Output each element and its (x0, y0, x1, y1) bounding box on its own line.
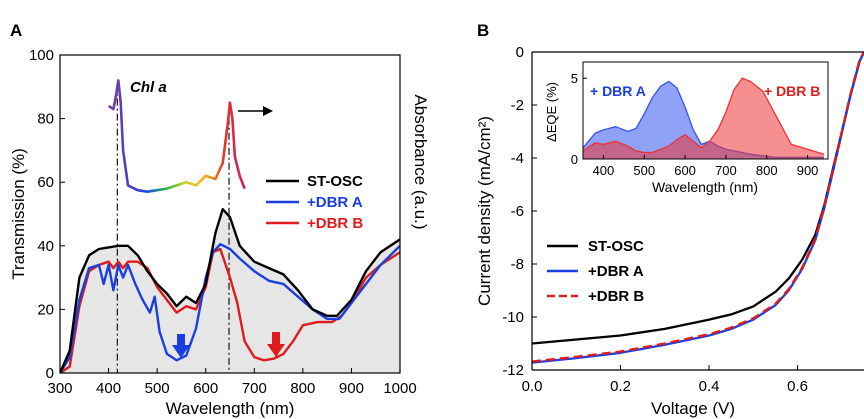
panel-a-legend: ST-OSC +DBR A +DBR B (266, 173, 363, 232)
chl-a-absorbance-line (107, 79, 246, 193)
inset-x-tick-label: 900 (797, 163, 819, 178)
right-arrow-icon (238, 106, 273, 116)
y-tick-label: -2 (511, 97, 524, 114)
legend-label: ST-OSC (307, 173, 363, 190)
legend-label: +DBR A (307, 194, 363, 211)
y-tick-label: 20 (37, 301, 54, 318)
y-tick-label: 0 (46, 365, 54, 382)
inset-label-dbr-a: + DBR A (590, 83, 646, 99)
y-tick-label: 100 (29, 47, 54, 64)
jv-line-dbr-b (532, 52, 864, 363)
x-tick-label: 0.6 (787, 378, 808, 395)
legend-label: +DBR B (588, 288, 644, 305)
y-tick-label: 60 (37, 174, 54, 191)
panel-a-xlabel: Wavelength (nm) (166, 399, 295, 418)
inset-area-fill (583, 78, 824, 159)
panel-b-inset: 400 500 600 700 800 900 0 5 Wavelength (nm) ΔEQ… (544, 61, 829, 195)
inset-x-tick-label: 800 (756, 163, 778, 178)
panel-b-letter: B (477, 21, 489, 40)
blue-down-arrow-icon (172, 334, 190, 358)
series-line-st-osc (60, 207, 400, 373)
x-tick-label: 400 (96, 380, 121, 397)
x-tick-label: 800 (290, 380, 315, 397)
inset-ylabel: ΔEQE (%) (544, 82, 559, 142)
x-tick-label: 900 (339, 380, 364, 397)
inset-x-tick-label: 700 (715, 163, 737, 178)
y-tick-label: -8 (511, 256, 524, 273)
y-tick-label: -12 (502, 362, 524, 379)
inset-y-tick-label: 0 (571, 152, 578, 167)
legend-label: ST-OSC (588, 238, 644, 255)
x-tick-label: 300 (47, 380, 72, 397)
inset-x-tick-label: 600 (674, 163, 696, 178)
legend-label: +DBR B (307, 215, 363, 232)
red-down-arrow-icon (267, 332, 285, 357)
panel-b-xlabel: Voltage (V) (651, 399, 735, 418)
panel-a-ylabel-right: Absorbance (a.u.) (411, 94, 430, 229)
st-osc-area-fill (60, 209, 400, 373)
x-tick-label: 0.0 (522, 378, 543, 395)
x-tick-label: 0.2 (610, 378, 631, 395)
y-tick-label: -6 (511, 203, 524, 220)
panel-a-ylabel: Transmission (%) (9, 148, 28, 280)
x-tick-label: 700 (242, 380, 267, 397)
y-tick-label: -4 (511, 150, 524, 167)
y-tick-label: 40 (37, 238, 54, 255)
y-tick-label: 80 (37, 111, 54, 128)
y-tick-label: 0 (516, 44, 524, 61)
chl-a-annotation: Chl a (130, 79, 167, 96)
inset-y-tick-label: 5 (571, 71, 578, 86)
inset-label-dbr-b: + DBR B (764, 83, 820, 99)
panel-b-chart: 0.0 0.2 0.4 0.60-2-4-6-8-10-12 Voltage (V) … (475, 44, 864, 418)
x-tick-label: 500 (145, 380, 170, 397)
x-tick-label: 600 (193, 380, 218, 397)
inset-x-tick-label: 400 (593, 163, 615, 178)
panel-b-ylabel: Current density (mA/cm²) (475, 116, 494, 306)
inset-xlabel: Wavelength (nm) (652, 179, 758, 195)
y-tick-label: -10 (502, 309, 524, 326)
x-tick-label: 1000 (383, 380, 416, 397)
inset-x-tick-label: 500 (633, 163, 655, 178)
panel-a-chart: 300 400 500 600 700 800 900 1000 0 20 40 60 80 100 Wa… (9, 47, 430, 418)
panel-a-letter: A (10, 21, 22, 40)
panel-b-legend: ST-OSC +DBR A +DBR B (547, 238, 644, 305)
inset-area-fill (583, 81, 824, 159)
panel-a-plot-frame (59, 54, 401, 374)
inset-frame (582, 61, 829, 160)
legend-label: +DBR A (588, 263, 644, 280)
inset-area-outline (583, 77, 825, 155)
x-tick-label: 0.4 (699, 378, 720, 395)
